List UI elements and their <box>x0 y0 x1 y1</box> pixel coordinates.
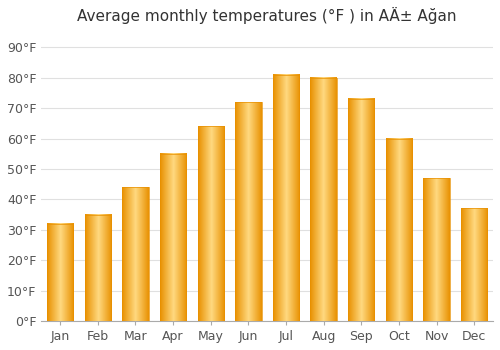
Bar <box>47 224 74 321</box>
Bar <box>348 99 374 321</box>
Bar <box>310 78 337 321</box>
Bar <box>424 178 450 321</box>
Bar <box>122 187 148 321</box>
Bar <box>235 102 262 321</box>
Bar <box>160 154 186 321</box>
Bar <box>273 75 299 321</box>
Bar <box>424 178 450 321</box>
Bar <box>235 102 262 321</box>
Bar <box>198 126 224 321</box>
Bar <box>461 209 487 321</box>
Bar <box>386 139 412 321</box>
Title: Average monthly temperatures (°F ) in AÄ± Ağan: Average monthly temperatures (°F ) in AÄ… <box>78 7 457 24</box>
Bar <box>198 126 224 321</box>
Bar <box>84 215 111 321</box>
Bar <box>386 139 412 321</box>
Bar <box>122 187 148 321</box>
Bar <box>47 224 74 321</box>
Bar <box>84 215 111 321</box>
Bar <box>160 154 186 321</box>
Bar <box>273 75 299 321</box>
Bar <box>310 78 337 321</box>
Bar <box>348 99 374 321</box>
Bar <box>461 209 487 321</box>
